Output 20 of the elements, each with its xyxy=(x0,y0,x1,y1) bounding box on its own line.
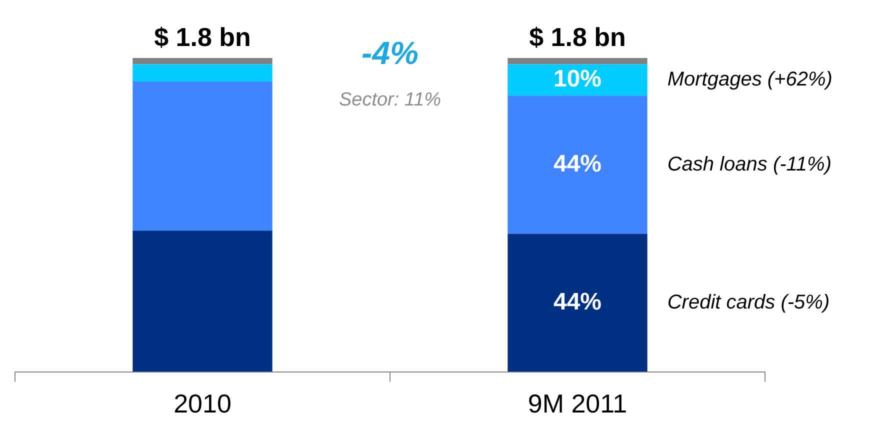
bar xyxy=(132,230,272,372)
bar xyxy=(508,64,648,96)
x-tick-label: 9M 2011 xyxy=(528,388,628,419)
bar xyxy=(132,58,272,64)
data-label: 10% xyxy=(553,66,602,93)
bar xyxy=(508,234,648,372)
series-label: Credit cards (-5%) xyxy=(667,291,830,314)
bar xyxy=(132,82,272,231)
annotation: $ 1.8 bn xyxy=(154,22,251,52)
data-label: 44% xyxy=(553,288,602,316)
bar xyxy=(508,96,648,234)
annotation: -4% xyxy=(362,34,418,71)
annotation: $ 1.8 bn xyxy=(529,22,626,52)
series-label: Mortgages (+62%) xyxy=(667,68,832,91)
bar xyxy=(132,64,272,82)
series-label: Cash loans (-11%) xyxy=(667,153,832,176)
data-label: 44% xyxy=(553,150,602,178)
x-tick-label: 2010 xyxy=(174,388,232,419)
annotation: Sector: 11% xyxy=(338,89,442,110)
bar xyxy=(508,58,648,64)
